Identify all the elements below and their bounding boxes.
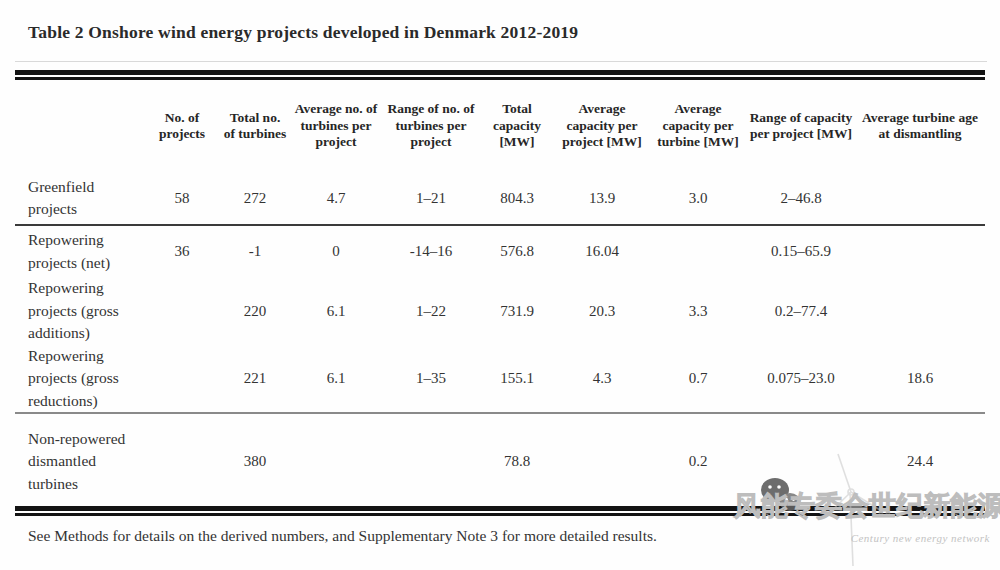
cell: 16.04 (555, 225, 649, 277)
watermark-english-text: Century new energy network (851, 532, 990, 544)
cell: 380 (221, 413, 289, 508)
cell (143, 345, 221, 413)
data-table: No. of projects Total no. of turbines Av… (15, 80, 985, 508)
cell (747, 413, 855, 508)
column-header-range-turbines-per-project: Range of no. of turbines per project (383, 80, 479, 172)
cell: 2–46.8 (747, 172, 855, 225)
table-top-rule (15, 70, 985, 80)
cell: 4.3 (555, 345, 649, 413)
table-title: Table 2 Onshore wind energy projects dev… (28, 22, 578, 43)
table-row-repowering-net: Repowering projects (net) 36 -1 0 -14–16… (15, 225, 985, 277)
cell: 272 (221, 172, 289, 225)
cell: 1–21 (383, 172, 479, 225)
cell: 0.2 (649, 413, 747, 508)
cell: 3.3 (649, 277, 747, 345)
cell (143, 413, 221, 508)
row-label: Greenfield projects (28, 176, 130, 221)
cell: 804.3 (479, 172, 555, 225)
cell: 1–35 (383, 345, 479, 413)
cell: 155.1 (479, 345, 555, 413)
cell: 220 (221, 277, 289, 345)
table-row-repowering-gross-reductions: Repowering projects (gross reductions) 2… (15, 345, 985, 413)
row-label: Repowering projects (gross reductions) (28, 345, 130, 412)
cell: 0.2–77.4 (747, 277, 855, 345)
column-header-total-capacity: Total capacity [MW] (479, 80, 555, 172)
cell (383, 413, 479, 508)
table-row-greenfield: Greenfield projects 58 272 4.7 1–21 804.… (15, 172, 985, 225)
table-bottom-rule (15, 506, 985, 516)
cell: 20.3 (555, 277, 649, 345)
cell: 576.8 (479, 225, 555, 277)
column-header-range-capacity-per-project: Range of capacity per project [MW] (747, 80, 855, 172)
cell: 3.0 (649, 172, 747, 225)
cell: 4.7 (289, 172, 383, 225)
title-divider (15, 61, 987, 62)
cell: -14–16 (383, 225, 479, 277)
column-header-avg-capacity-per-project: Average capacity per project [MW] (555, 80, 649, 172)
cell: 78.8 (479, 413, 555, 508)
cell: 221 (221, 345, 289, 413)
footnote: See Methods for details on the derived n… (28, 527, 657, 545)
cell (649, 225, 747, 277)
row-label: Non-repowered dismantled turbines (28, 428, 130, 495)
cell: 6.1 (289, 277, 383, 345)
row-label: Repowering projects (net) (28, 229, 130, 274)
column-header-avg-turbine-age: Average turbine age at dismantling (855, 80, 985, 172)
cell: 0.7 (649, 345, 747, 413)
cell: 1–22 (383, 277, 479, 345)
column-header-no-of-projects: No. of projects (143, 80, 221, 172)
cell: -1 (221, 225, 289, 277)
cell: 58 (143, 172, 221, 225)
table-row-non-repowered-dismantled: Non-repowered dismantled turbines 380 78… (15, 413, 985, 508)
column-header-avg-capacity-per-turbine: Average capacity per turbine [MW] (649, 80, 747, 172)
cell (855, 172, 985, 225)
header-row: No. of projects Total no. of turbines Av… (15, 80, 985, 172)
column-header-total-no-turbines: Total no. of turbines (221, 80, 289, 172)
cell (855, 225, 985, 277)
cell: 0.075–23.0 (747, 345, 855, 413)
row-label: Repowering projects (gross additions) (28, 277, 130, 344)
column-header-avg-turbines-per-project: Average no. of turbines per project (289, 80, 383, 172)
cell: 6.1 (289, 345, 383, 413)
cell: 13.9 (555, 172, 649, 225)
column-header-rowlabel (15, 80, 143, 172)
cell: 0.15–65.9 (747, 225, 855, 277)
cell: 24.4 (855, 413, 985, 508)
cell (143, 277, 221, 345)
cell: 18.6 (855, 345, 985, 413)
cell (855, 277, 985, 345)
document-page: Table 2 Onshore wind energy projects dev… (0, 0, 1000, 570)
cell: 731.9 (479, 277, 555, 345)
table-row-repowering-gross-additions: Repowering projects (gross additions) 22… (15, 277, 985, 345)
cell (555, 413, 649, 508)
cell (289, 413, 383, 508)
cell: 0 (289, 225, 383, 277)
cell: 36 (143, 225, 221, 277)
